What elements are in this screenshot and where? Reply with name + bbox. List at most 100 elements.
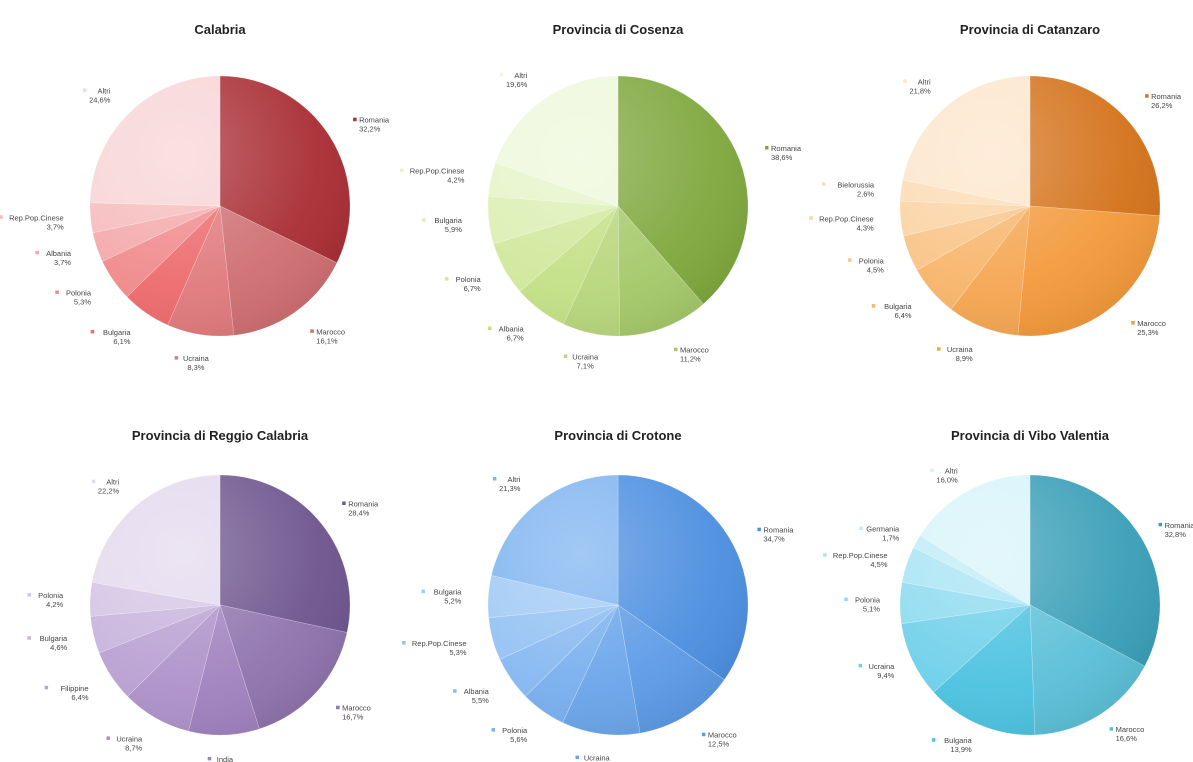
slice-category-label: India bbox=[217, 755, 234, 762]
slice-value-label: 28,4% bbox=[348, 509, 370, 518]
slice-category-label: Bulgaria bbox=[434, 588, 462, 597]
legend-marker bbox=[823, 553, 827, 557]
pie-slices bbox=[487, 474, 749, 736]
legend-marker bbox=[1145, 94, 1149, 98]
legend-marker bbox=[563, 354, 568, 358]
slice-category-label: Albania bbox=[499, 325, 525, 334]
slice-category-label: Romania bbox=[348, 500, 379, 509]
legend-marker bbox=[27, 636, 31, 640]
slice-value-label: 24,6% bbox=[89, 96, 111, 105]
slice-category-label: Altri bbox=[97, 87, 110, 96]
slice-category-label: Bulgaria bbox=[434, 216, 462, 225]
slice-value-label: 4,5% bbox=[867, 265, 884, 274]
slice-value-label: 4,2% bbox=[46, 600, 63, 609]
slice-value-label: 13,9% bbox=[950, 745, 972, 754]
slice-value-label: 6,7% bbox=[507, 334, 524, 343]
legend-marker bbox=[35, 250, 39, 255]
chart-title: Provincia di Crotone bbox=[554, 428, 681, 443]
slice-value-label: 3,7% bbox=[47, 222, 64, 231]
chart-title: Provincia di Catanzaro bbox=[960, 22, 1100, 37]
slice-value-label: 5,3% bbox=[74, 298, 91, 307]
slice-category-label: Rep.Pop.Cinese bbox=[819, 214, 874, 223]
legend-marker bbox=[27, 593, 31, 597]
slice-category-label: Germania bbox=[866, 525, 900, 534]
slice-value-label: 5,9% bbox=[445, 225, 462, 234]
slice-category-label: Romania bbox=[763, 526, 794, 535]
legend-marker bbox=[809, 216, 813, 220]
slice-value-label: 3,7% bbox=[54, 258, 71, 267]
slice-value-label: 5,3% bbox=[449, 648, 466, 657]
slice-category-label: Polonia bbox=[456, 275, 482, 284]
slice-value-label: 12,5% bbox=[708, 740, 730, 749]
legend-marker bbox=[492, 477, 497, 481]
legend-marker bbox=[310, 329, 314, 333]
legend-marker bbox=[859, 526, 863, 530]
legend-marker bbox=[207, 756, 212, 761]
slice-value-label: 26,2% bbox=[1151, 101, 1173, 110]
slice-value-label: 4,6% bbox=[50, 643, 67, 652]
slice-value-label: 6,4% bbox=[71, 693, 88, 702]
legend-marker bbox=[400, 168, 404, 173]
slice-category-label: Marocco bbox=[680, 346, 709, 355]
slice-value-label: 6,7% bbox=[464, 284, 481, 293]
slice-category-label: Marocco bbox=[342, 704, 371, 713]
slice-category-label: Polonia bbox=[502, 726, 528, 735]
pie-slices bbox=[89, 75, 351, 337]
slice-category-label: Polonia bbox=[855, 596, 881, 605]
slice-category-label: Altri bbox=[918, 77, 931, 86]
slice-category-label: Ucraina bbox=[183, 354, 210, 363]
legend-marker bbox=[499, 72, 504, 77]
legend-marker bbox=[930, 468, 934, 473]
legend-marker bbox=[822, 182, 826, 186]
slice-category-label: Filippine bbox=[61, 684, 89, 693]
pie-slices bbox=[899, 75, 1161, 337]
legend-marker bbox=[858, 663, 863, 668]
pie-slices bbox=[89, 474, 351, 736]
legend-marker bbox=[575, 755, 579, 760]
legend-marker bbox=[174, 356, 179, 360]
legend-marker bbox=[757, 527, 761, 532]
legend-marker bbox=[931, 738, 936, 742]
legend-marker bbox=[937, 347, 941, 351]
legend-marker bbox=[701, 732, 706, 737]
slice-category-label: Altri bbox=[514, 71, 527, 80]
legend-marker bbox=[445, 277, 449, 281]
slice-category-label: Ucraina bbox=[116, 734, 143, 743]
legend-marker bbox=[82, 88, 87, 93]
slice-category-label: Polonia bbox=[859, 256, 885, 265]
legend-marker bbox=[903, 79, 907, 83]
slice-category-label: Bielorussia bbox=[837, 180, 875, 189]
slice-category-label: Bulgaria bbox=[103, 328, 131, 337]
slice-value-label: 5,2% bbox=[444, 597, 461, 606]
legend-marker bbox=[1109, 727, 1114, 731]
legend-marker bbox=[90, 330, 95, 334]
slice-value-label: 8,7% bbox=[125, 743, 142, 752]
legend-marker bbox=[353, 117, 357, 122]
